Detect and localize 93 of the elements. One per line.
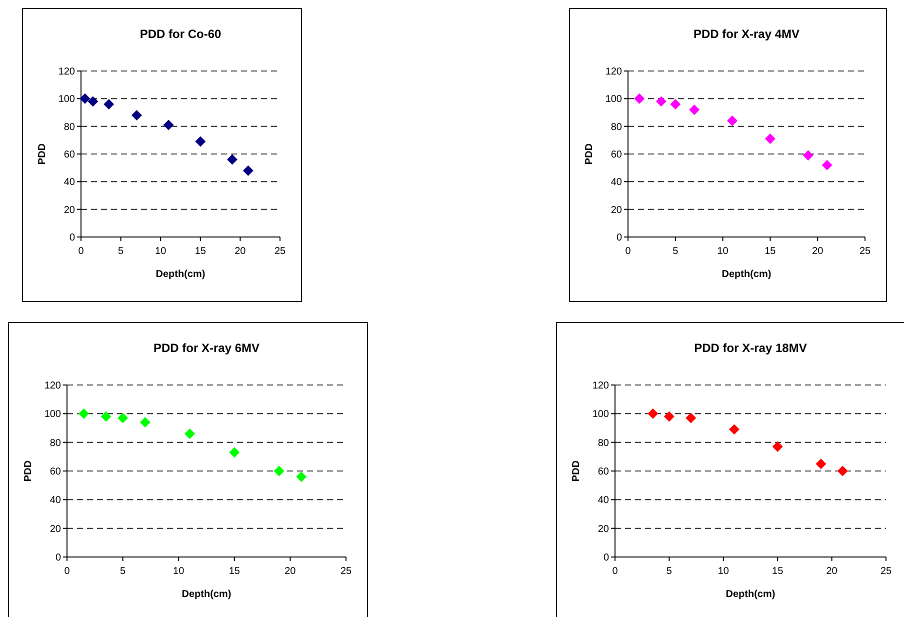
x-tick-label: 5 [666,566,672,577]
x-tick-label: 10 [718,566,730,577]
point [686,412,696,424]
x-tick-label: 5 [120,566,126,577]
point [764,134,776,144]
y-tick-label: 40 [598,495,610,506]
y-tick-label: 60 [50,466,62,478]
point [648,408,658,419]
point [728,424,740,435]
point [80,93,90,104]
x-tick-label: 10 [717,246,729,257]
x-tick-label: 10 [173,566,185,577]
point [242,165,254,176]
point [78,408,89,419]
y-tick-label: 120 [58,66,76,78]
y-tick-label: 60 [64,150,76,160]
x-tick-label: 25 [859,246,871,257]
y-tick-label: 20 [610,204,622,216]
x-axis-title: Depth(cm) [156,269,206,280]
x-tick-label: 20 [826,566,838,577]
point [664,411,674,422]
y-tick-label: 20 [64,204,76,216]
x-tick-label: 15 [194,246,206,257]
point [689,104,700,115]
x-tick-label: 25 [880,566,892,577]
point [163,120,174,130]
y-tick-label: 100 [58,94,76,106]
y-tick-label: 40 [50,495,62,506]
y-tick-label: 0 [603,552,610,564]
y-tick-label: 80 [598,438,610,449]
y-tick-label: 0 [55,552,62,564]
x-tick-label: 0 [625,246,632,257]
x-tick-label: 25 [340,566,352,577]
x-axis-title: Depth(cm) [722,269,772,280]
y-tick-label: 60 [610,150,622,160]
point [184,428,196,439]
x-tick-label: 25 [274,246,286,257]
point [296,471,307,482]
x-tick-label: 5 [672,246,679,257]
y-tick-label: 40 [610,177,622,188]
x-tick-label: 15 [228,566,240,577]
point [772,441,783,452]
y-tick-label: 100 [44,409,62,420]
x-tick-label: 10 [155,246,167,257]
y-tick-label: 60 [598,466,610,478]
x-tick-label: 20 [234,246,246,257]
point [104,98,114,110]
point [100,411,112,422]
y-axis-title: PDD [571,460,582,482]
point [822,160,832,170]
x-tick-label: 20 [284,566,296,577]
point [131,110,142,121]
y-tick-label: 100 [605,94,622,106]
y-axis-title: PDD [584,143,595,165]
point [274,466,284,476]
point [727,116,738,126]
point [229,447,240,458]
y-tick-label: 80 [50,438,62,449]
y-tick-label: 120 [592,380,610,392]
y-axis-title: PDD [23,460,34,482]
y-tick-label: 80 [64,122,76,133]
y-tick-label: 120 [605,66,622,78]
y-tick-label: 80 [610,122,622,133]
x-axis-title: Depth(cm) [726,589,776,600]
point [816,458,826,470]
chart-title: PDD for X-ray 6MV [153,341,260,355]
point [802,150,814,161]
y-tick-label: 120 [44,380,62,392]
x-tick-label: 15 [772,566,784,577]
point [88,96,98,107]
point [670,98,681,110]
y-tick-label: 20 [50,524,62,535]
y-tick-label: 20 [598,524,610,535]
x-axis-title: Depth(cm) [182,589,232,600]
point [656,96,666,107]
y-tick-label: 40 [64,177,76,188]
x-tick-label: 5 [118,246,124,257]
chart-title: PDD for X-ray 18MV [694,341,807,355]
x-tick-label: 20 [812,246,824,257]
y-axis-title: PDD [37,143,48,165]
point [195,136,206,147]
point [634,93,645,104]
chart-title: PDD for Co-60 [140,27,222,41]
x-tick-label: 15 [764,246,776,257]
y-tick-label: 0 [616,232,622,244]
point [140,417,150,428]
point [226,154,238,165]
point [118,412,128,424]
y-tick-label: 0 [69,232,76,244]
point [837,466,848,476]
x-tick-label: 0 [78,246,84,257]
chart-title: PDD for X-ray 4MV [693,27,800,41]
y-tick-label: 100 [592,409,610,420]
